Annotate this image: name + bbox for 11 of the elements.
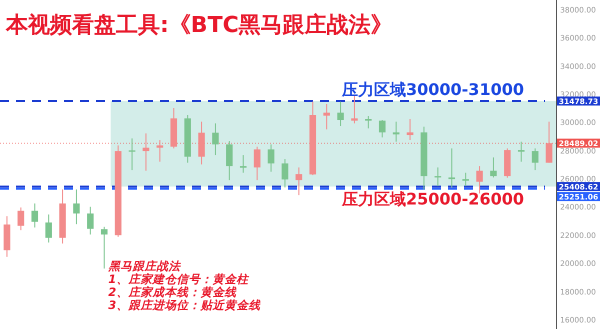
- annotation: 黑马跟庄战法: [107, 259, 182, 273]
- candlestick: [434, 167, 442, 186]
- candlestick: [392, 122, 400, 142]
- candlestick: [142, 133, 150, 171]
- annotation: 压力区域30000-31000: [341, 80, 524, 100]
- annotation: 3、跟庄进场位：贴近黄金线: [108, 298, 262, 312]
- annotation: 2、庄家成本线：黄金线: [108, 285, 238, 299]
- annotation: 1、庄家建仓信号：黄金柱: [108, 272, 250, 286]
- text: 本视频看盘工具:《BTC黑马跟庄战法》: [5, 12, 393, 38]
- candlestick: [351, 96, 358, 124]
- annotation: 压力区域25000-26000: [341, 190, 524, 209]
